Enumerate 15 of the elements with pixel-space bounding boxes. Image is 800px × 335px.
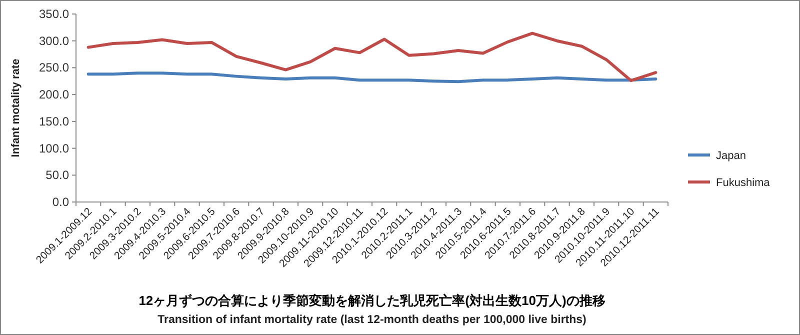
legend-label: Japan [716, 150, 746, 162]
line-series [86, 72, 658, 84]
y-tick-label: 350.0 [38, 7, 70, 21]
line-series [86, 32, 658, 82]
y-tick-label: 200.0 [38, 88, 70, 102]
y-tick-label: 150.0 [38, 114, 70, 128]
y-tick-label: 250.0 [38, 60, 70, 75]
y-tick-label: 100.0 [38, 141, 70, 156]
legend-label: Fukushima [716, 177, 771, 189]
y-tick-label: 50.0 [46, 168, 70, 182]
text: Transition of infant mortality rate (last 12-month deaths per 100,000 live births) [158, 314, 587, 326]
y-axis-title: Infant motality rate [10, 58, 22, 158]
y-tick-label: 300.0 [38, 34, 70, 48]
text: 12ヶ月ずつの合算により季節変動を解消した乳児死亡率(対出生数10万人)の推移 [138, 293, 606, 308]
y-tick-label: 0.0 [52, 195, 70, 209]
